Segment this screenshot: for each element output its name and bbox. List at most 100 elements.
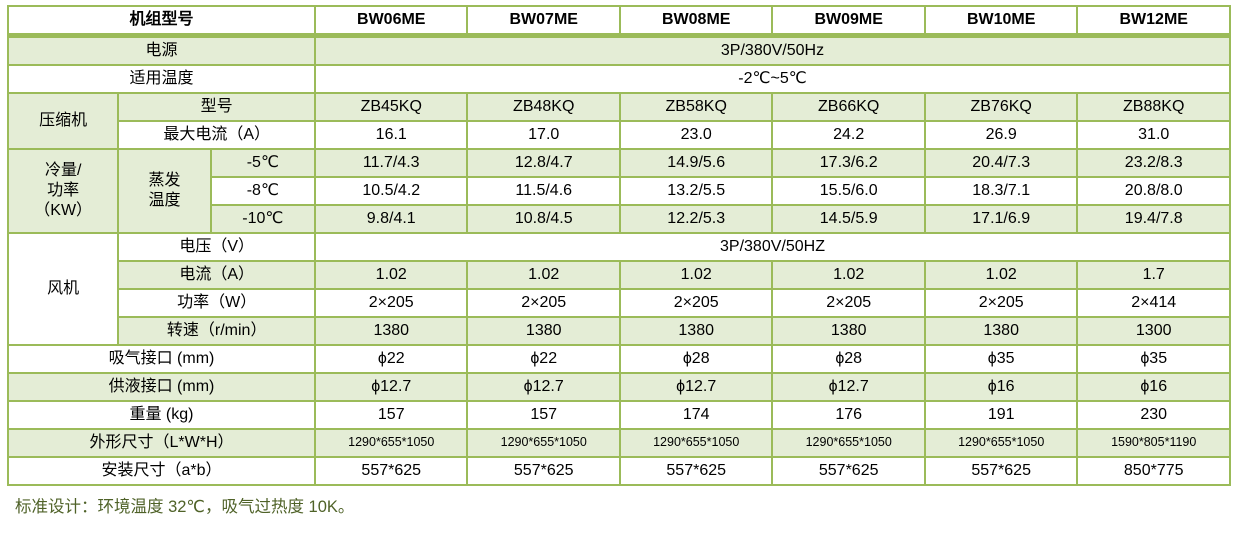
weight-row-cell-2: 157 (466, 400, 621, 430)
dimensions-row-cell-6: 1590*805*1190 (1076, 428, 1231, 458)
liquid-port-row-cell-0: 供液接口 (mm) (7, 372, 316, 402)
capacity-minus10-row: -10℃ 9.8/4.1 10.8/4.5 12.2/5.3 14.5/5.9 17.1/… (8, 204, 1231, 234)
capacity-minus5-row: 冷量/ 功率 （KW） 蒸发 温度 -5℃ 11.7/4.3 12.8/4.7 14.9/… (6, 148, 1231, 234)
fan-speed-row-cell-5: 1380 (923, 316, 1079, 346)
suction-port-row-cell-2: ϕ22 (466, 344, 621, 374)
capacity-minus8-row-cell-0: -8℃ (209, 176, 317, 206)
fan-speed-row-cell-0: 转速（r/min） (117, 316, 316, 346)
compressor-max-current-row-cell-6: 31.0 (1076, 120, 1231, 150)
fan-current-row-cell-1: 1.02 (313, 260, 469, 290)
fan-power-row-cell-6: 2×414 (1076, 288, 1231, 318)
fan-voltage-row-cell-0: 风机 (6, 232, 120, 346)
spec-sheet: 机组型号 BW06ME BW07ME BW08ME BW09ME BW10ME BW12ME… (6, 5, 1231, 516)
weight-row-cell-3: 174 (618, 400, 774, 430)
capacity-minus10-row-cell-4: 14.5/5.9 (771, 204, 926, 234)
install-dimensions-row-cell-0: 安装尺寸（a*b） (7, 456, 316, 486)
capacity-minus8-row-cell-1: 10.5/4.2 (313, 176, 469, 206)
capacity-minus8-row-cell-3: 13.2/5.5 (618, 176, 774, 206)
fan-current-row-cell-5: 1.02 (923, 260, 1079, 290)
liquid-port-row-cell-3: ϕ12.7 (618, 372, 774, 402)
capacity-minus8-row-cell-5: 18.3/7.1 (923, 176, 1079, 206)
compressor-model-row-cell-3: ZB48KQ (466, 92, 621, 122)
fan-speed-row-cell-2: 1380 (466, 316, 621, 346)
fan-power-row-cell-3: 2×205 (618, 288, 774, 318)
compressor-max-current-row: 最大电流（A） 16.1 17.0 23.0 24.2 26.9 31.0 (8, 120, 1231, 150)
capacity-minus10-row-cell-2: 10.8/4.5 (466, 204, 621, 234)
liquid-port-row-cell-2: ϕ12.7 (466, 372, 621, 402)
fan-voltage-row-cell-1: 电压（V） (117, 232, 316, 262)
suction-port-row-cell-4: ϕ28 (771, 344, 926, 374)
fan-current-row-cell-6: 1.7 (1076, 260, 1231, 290)
capacity-minus8-row: -8℃ 10.5/4.2 11.5/4.6 13.2/5.5 15.5/6.0 18.3/… (8, 176, 1231, 206)
capacity-minus5-row-cell-4: 12.8/4.7 (466, 148, 621, 178)
fan-speed-row-cell-4: 1380 (771, 316, 926, 346)
compressor-max-current-row-cell-4: 24.2 (771, 120, 926, 150)
capacity-minus5-row-cell-3: 11.7/4.3 (313, 148, 469, 178)
capacity-minus10-row-cell-0: -10℃ (209, 204, 317, 234)
header-row-cell-6: BW12ME (1076, 5, 1231, 38)
install-dimensions-row-cell-5: 557*625 (923, 456, 1079, 486)
weight-row-cell-1: 157 (313, 400, 469, 430)
capacity-minus5-row-cell-8: 23.2/8.3 (1076, 148, 1231, 178)
fan-speed-row-cell-1: 1380 (313, 316, 469, 346)
power-supply-row-cell-1: 3P/380V/50Hz (314, 34, 1231, 66)
spec-table-body: 机组型号 BW06ME BW07ME BW08ME BW09ME BW10ME BW12ME… (6, 5, 1231, 486)
liquid-port-row-cell-5: ϕ16 (923, 372, 1079, 402)
suction-port-row-cell-1: ϕ22 (313, 344, 469, 374)
install-dimensions-row-cell-4: 557*625 (771, 456, 926, 486)
install-dimensions-row-cell-2: 557*625 (466, 456, 621, 486)
power-supply-row-cell-0: 电源 (7, 34, 316, 66)
header-row-cell-5: BW10ME (923, 5, 1079, 38)
compressor-model-row-cell-1: 型号 (117, 92, 316, 122)
compressor-max-current-row-cell-2: 17.0 (466, 120, 621, 150)
fan-current-row-cell-0: 电流（A） (117, 260, 316, 290)
capacity-minus5-row-cell-2: -5℃ (209, 148, 317, 178)
capacity-minus5-row-cell-1: 蒸发 温度 (117, 148, 212, 234)
capacity-minus10-row-cell-1: 9.8/4.1 (313, 204, 469, 234)
header-row-cell-3: BW08ME (618, 5, 774, 38)
fan-current-row: 电流（A） 1.02 1.02 1.02 1.02 1.02 1.7 (8, 260, 1231, 290)
liquid-port-row-cell-1: ϕ12.7 (313, 372, 469, 402)
compressor-model-row: 压缩机 型号 ZB45KQ ZB48KQ ZB58KQ ZB66KQ ZB76KQ ZB88K… (6, 92, 1231, 150)
compressor-max-current-row-cell-5: 26.9 (923, 120, 1079, 150)
compressor-model-row-cell-6: ZB76KQ (923, 92, 1079, 122)
header-row-cell-0: 机组型号 (7, 5, 316, 38)
compressor-model-row-cell-5: ZB66KQ (771, 92, 926, 122)
standard-design-note: 标准设计：环境温度 32℃，吸气过热度 10K。 (15, 498, 355, 516)
header-row-cell-4: BW09ME (771, 5, 926, 38)
capacity-minus5-row-cell-7: 20.4/7.3 (923, 148, 1079, 178)
header-row-cell-1: BW06ME (313, 5, 469, 38)
fan-speed-row-cell-3: 1380 (618, 316, 774, 346)
weight-row-cell-0: 重量 (kg) (7, 400, 316, 430)
install-dimensions-row-cell-1: 557*625 (313, 456, 469, 486)
dimensions-row: 外形尺寸（L*W*H） 1290*655*1050 1290*655*1050 129… (7, 428, 1231, 458)
liquid-port-row: 供液接口 (mm) ϕ12.7 ϕ12.7 ϕ12.7 ϕ12.7 ϕ16 ϕ16 (7, 372, 1231, 402)
weight-row-cell-5: 191 (923, 400, 1079, 430)
capacity-minus5-row-cell-6: 17.3/6.2 (771, 148, 926, 178)
capacity-minus8-row-cell-4: 15.5/6.0 (771, 176, 926, 206)
fan-speed-row: 转速（r/min） 1380 1380 1380 1380 1380 1300 (8, 316, 1231, 346)
dimensions-row-cell-5: 1290*655*1050 (923, 428, 1079, 458)
capacity-minus8-row-cell-6: 20.8/8.0 (1076, 176, 1231, 206)
suction-port-row-cell-3: ϕ28 (618, 344, 774, 374)
capacity-minus5-row-cell-0: 冷量/ 功率 （KW） (6, 148, 120, 234)
dimensions-row-cell-4: 1290*655*1050 (771, 428, 926, 458)
suction-port-row-cell-5: ϕ35 (923, 344, 1079, 374)
weight-row-cell-6: 230 (1076, 400, 1231, 430)
weight-row-cell-4: 176 (771, 400, 926, 430)
compressor-model-row-cell-7: ZB88KQ (1076, 92, 1231, 122)
fan-speed-row-cell-6: 1300 (1076, 316, 1231, 346)
applicable-temp-row-cell-0: 适用温度 (7, 64, 316, 94)
compressor-model-row-cell-4: ZB58KQ (618, 92, 774, 122)
fan-current-row-cell-3: 1.02 (618, 260, 774, 290)
fan-power-row-cell-2: 2×205 (466, 288, 621, 318)
fan-power-row-cell-1: 2×205 (313, 288, 469, 318)
fan-power-row: 功率（W） 2×205 2×205 2×205 2×205 2×205 2×414 (8, 288, 1231, 318)
fan-power-row-cell-4: 2×205 (771, 288, 926, 318)
compressor-model-row-cell-0: 压缩机 (6, 92, 120, 150)
weight-row: 重量 (kg) 157 157 174 176 191 230 (7, 400, 1231, 430)
fan-power-row-cell-5: 2×205 (923, 288, 1079, 318)
install-dimensions-row-cell-6: 850*775 (1076, 456, 1231, 486)
fan-current-row-cell-2: 1.02 (466, 260, 621, 290)
install-dimensions-row: 安装尺寸（a*b） 557*625 557*625 557*625 557*625 557… (7, 456, 1231, 486)
